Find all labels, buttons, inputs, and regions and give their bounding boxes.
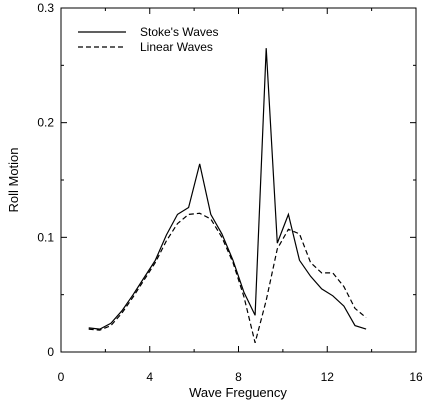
x-axis-label: Wave Freguency	[189, 385, 287, 400]
legend-label: Linear Waves	[140, 40, 213, 54]
y-axis-label: Roll Motion	[6, 147, 21, 212]
x-tick-label: 0	[58, 370, 65, 384]
legend-label: Stoke's Waves	[140, 25, 219, 39]
series-layer	[88, 48, 367, 343]
series-line-linear-waves	[88, 212, 367, 343]
plot-frame	[60, 7, 417, 353]
series-line-stokes-waves	[88, 48, 367, 330]
x-tick-label: 16	[409, 370, 423, 384]
y-tick-label: 0.3	[37, 1, 54, 15]
y-tick-label: 0.2	[37, 116, 54, 130]
x-tick-label: 12	[321, 370, 335, 384]
x-tick-label: 4	[146, 370, 153, 384]
y-tick-label: 0	[47, 345, 54, 359]
y-tick-label: 0.1	[37, 230, 54, 244]
x-tick-label: 8	[235, 370, 242, 384]
axis-ticks: 0 4 8 12 16 0 0.1 0.2 0.3	[37, 1, 423, 384]
